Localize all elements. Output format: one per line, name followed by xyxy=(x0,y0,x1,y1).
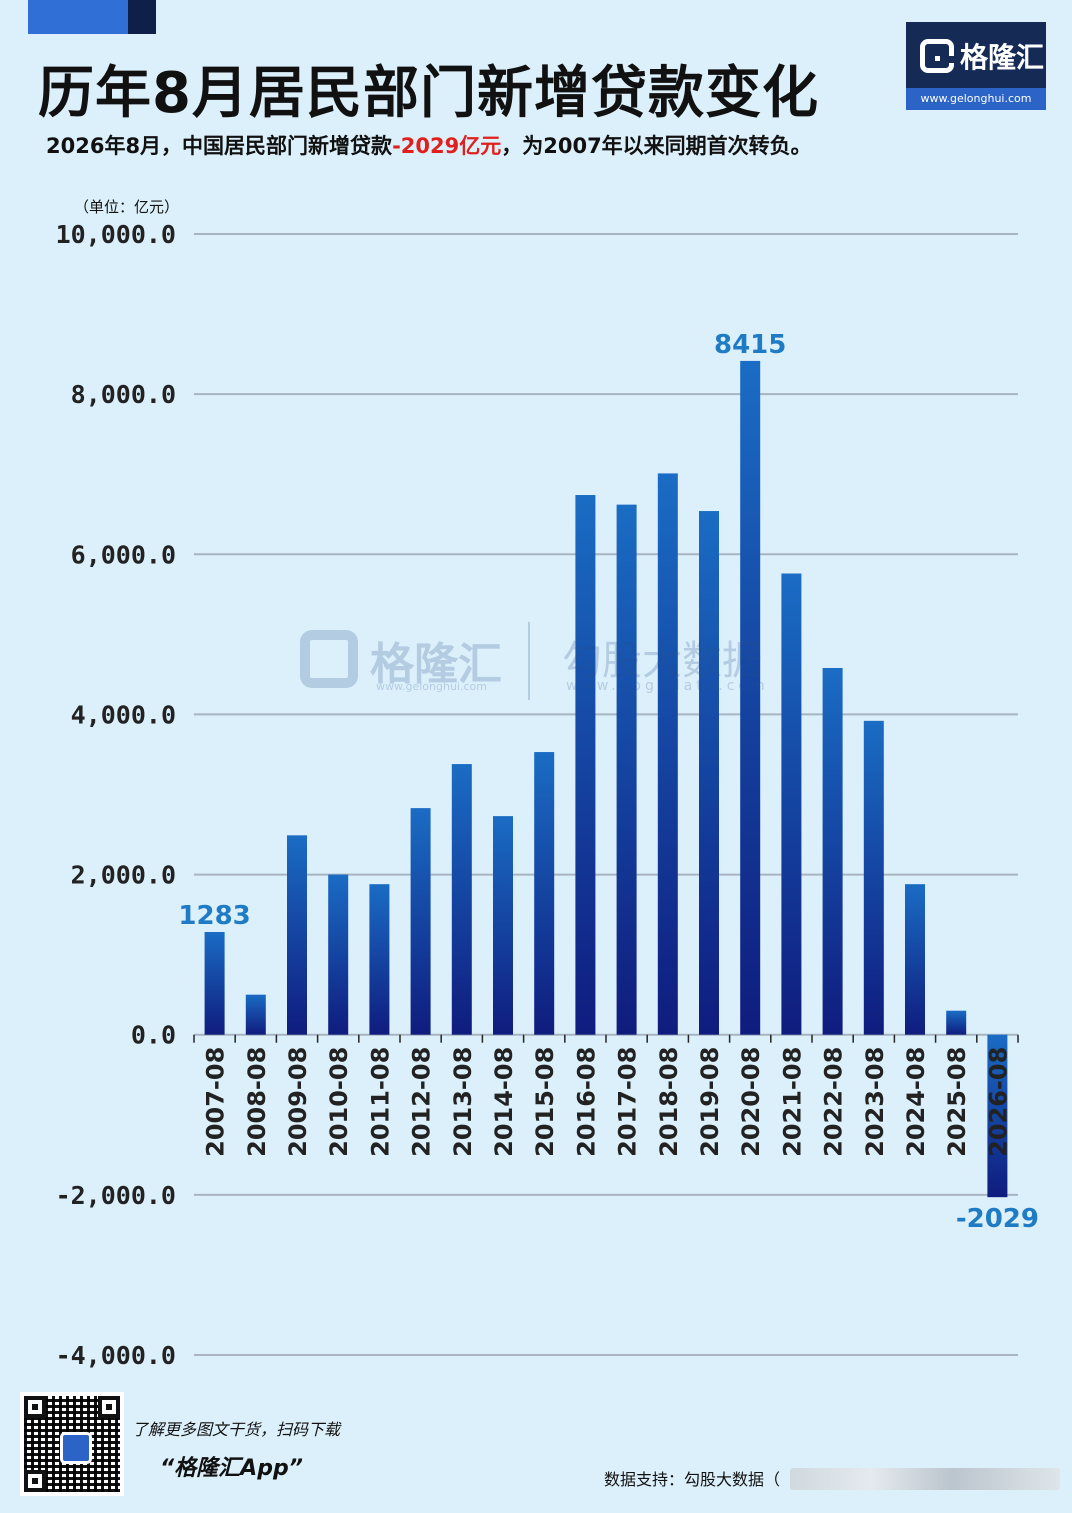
x-tick-label: 2022-08 xyxy=(820,1047,848,1157)
bar xyxy=(905,884,925,1035)
x-tick-label: 2013-08 xyxy=(449,1047,477,1157)
bar xyxy=(657,473,678,1035)
bar xyxy=(410,808,431,1035)
qr-code[interactable] xyxy=(20,1392,124,1496)
qr-finder-top-left xyxy=(24,1396,46,1418)
bar xyxy=(781,573,802,1035)
x-tick-label: 2012-08 xyxy=(408,1047,436,1157)
data-label: 1283 xyxy=(178,901,250,931)
subtitle-text: 2026年8月，中国居民部门新增贷款 xyxy=(46,134,393,158)
x-tick-label: 2024-08 xyxy=(902,1047,930,1157)
y-axis-unit-label: （单位：亿元） xyxy=(74,198,179,216)
subtitle-text-end: ，为2007年以来同期首次转负。 xyxy=(501,134,812,158)
y-tick-label: 2,000.0 xyxy=(71,861,176,890)
bar xyxy=(287,835,307,1035)
bar xyxy=(328,874,349,1035)
y-tick-label: 0.0 xyxy=(131,1021,176,1050)
qr-finder-bottom-left xyxy=(24,1470,46,1492)
bar xyxy=(616,504,637,1035)
x-tick-label: 2015-08 xyxy=(531,1047,559,1157)
x-tick-label: 2025-08 xyxy=(943,1047,971,1157)
qr-code-pattern xyxy=(24,1396,120,1492)
qr-caption: 了解更多图文干货，扫码下载 xyxy=(132,1420,341,1439)
bar-chart: （单位：亿元） 10,000.0 8,000.0 6,000.0 4,000.0 2,00… xyxy=(56,198,1039,1370)
y-tick-label: 6,000.0 xyxy=(71,540,176,569)
logo-g-icon xyxy=(920,39,954,73)
x-tick-label: 2023-08 xyxy=(861,1047,889,1157)
bar xyxy=(534,752,555,1035)
x-tick-label: 2011-08 xyxy=(366,1047,394,1157)
x-tick-label: 2017-08 xyxy=(614,1047,642,1157)
qr-finder-top-right xyxy=(98,1396,120,1418)
bar xyxy=(204,931,225,1035)
x-tick-label: 2019-08 xyxy=(696,1047,724,1157)
page-title: 历年8月居民部门新增贷款变化 xyxy=(38,61,819,126)
bar xyxy=(740,360,761,1035)
top-accent-strip xyxy=(28,0,128,34)
bar xyxy=(822,667,843,1035)
x-tick-label: 2021-08 xyxy=(778,1047,806,1157)
gelonghui-logo[interactable]: 格隆汇 www.gelonghui.com xyxy=(906,22,1046,110)
data-source: 数据支持：勾股大数据（ xyxy=(604,1470,781,1489)
y-tick-label: 10,000.0 xyxy=(56,220,176,249)
x-tick-label: 2010-08 xyxy=(325,1047,353,1157)
subtitle-highlight: -2029亿元 xyxy=(392,134,502,158)
y-tick-label: -2,000.0 xyxy=(56,1181,176,1210)
bar xyxy=(369,884,390,1035)
y-tick-label: 4,000.0 xyxy=(71,700,176,729)
logo-mark: 格隆汇 xyxy=(920,36,1044,76)
bar xyxy=(451,764,472,1035)
x-tick-label: 2008-08 xyxy=(243,1047,271,1157)
y-tick-label: 8,000.0 xyxy=(71,380,176,409)
x-tick-label: 2026-08 xyxy=(984,1047,1012,1157)
x-tick-label: 2007-08 xyxy=(202,1047,230,1157)
page-subtitle: 2026年8月，中国居民部门新增贷款-2029亿元，为2007年以来同期首次转负… xyxy=(46,130,812,160)
x-tick-label: 2016-08 xyxy=(572,1047,600,1157)
logo-url: www.gelonghui.com xyxy=(906,88,1046,110)
x-tick-label: 2009-08 xyxy=(284,1047,312,1157)
x-tick-label: 2018-08 xyxy=(655,1047,683,1157)
bar xyxy=(946,1010,967,1035)
bar xyxy=(699,511,719,1035)
qr-logo-icon xyxy=(60,1432,92,1464)
x-tick-label: 2014-08 xyxy=(490,1047,518,1157)
blurred-source-text xyxy=(790,1468,1060,1490)
app-name: “格隆汇App” xyxy=(160,1456,303,1481)
logo-name: 格隆汇 xyxy=(960,41,1045,74)
bar xyxy=(575,495,596,1035)
bar xyxy=(987,1034,1008,1198)
top-accent-strip-dark xyxy=(128,0,156,34)
bar xyxy=(493,816,513,1035)
bar xyxy=(863,720,884,1035)
data-label: -2029 xyxy=(956,1204,1039,1234)
bar xyxy=(245,994,266,1035)
data-label: 8415 xyxy=(714,330,786,360)
x-tick-label: 2020-08 xyxy=(737,1047,765,1157)
y-tick-label: -4,000.0 xyxy=(56,1341,176,1370)
